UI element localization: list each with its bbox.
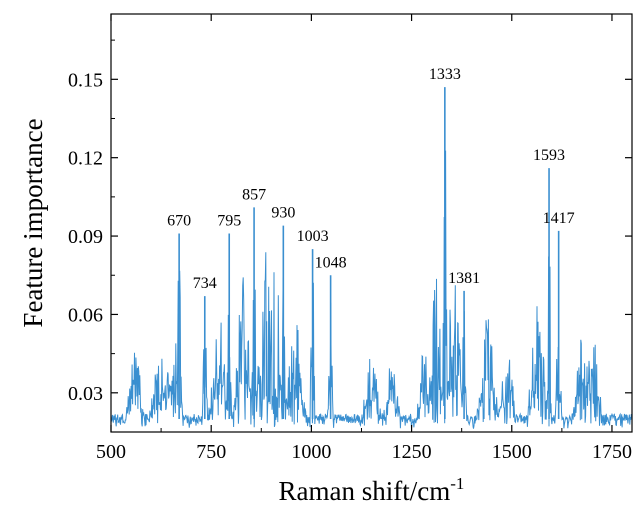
- x-tick-label: 1000: [291, 441, 331, 463]
- y-tick-label: 0.03: [68, 383, 103, 405]
- x-axis-title-text: Raman shift/cm: [279, 476, 451, 506]
- y-axis: 0.03 0.06 0.09 0.12 0.15: [68, 39, 632, 433]
- peak-label: 670: [167, 212, 191, 229]
- x-tick-label: 1250: [392, 441, 432, 463]
- y-tick-label: 0.12: [68, 148, 103, 170]
- x-axis-title-superscript: -1: [450, 474, 464, 493]
- peak-label: 734: [193, 275, 217, 292]
- peak-label: 1333: [429, 66, 461, 83]
- peak-label: 1381: [448, 270, 480, 287]
- peak-label: 1003: [297, 228, 329, 245]
- x-tick-label: 1500: [492, 441, 532, 463]
- x-axis: 500 750 1000 1250 1500 1750: [96, 14, 632, 463]
- x-tick-label: 1750: [592, 441, 632, 463]
- plot-frame: [110, 13, 633, 433]
- peak-label: 857: [242, 186, 266, 203]
- peak-label: 1593: [533, 147, 565, 164]
- spectrum-line: [110, 150, 632, 429]
- x-tick-label: 750: [196, 441, 226, 463]
- y-axis-title: Feature importance: [18, 118, 48, 327]
- x-axis-title: Raman shift/cm-1: [279, 474, 465, 506]
- spectrum-series: [110, 87, 632, 429]
- y-tick-label: 0.06: [68, 304, 103, 326]
- y-tick-label: 0.09: [68, 226, 103, 248]
- peak-label: 1417: [543, 210, 575, 227]
- peak-label: 795: [217, 212, 241, 229]
- peak-label: 1048: [315, 254, 347, 271]
- peak-label: 930: [271, 205, 295, 222]
- x-tick-label: 500: [96, 441, 126, 463]
- y-tick-label: 0.15: [68, 69, 103, 91]
